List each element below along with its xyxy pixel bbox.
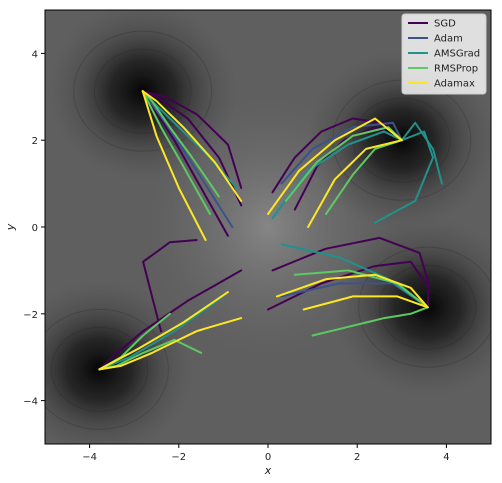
trajectory-line bbox=[271, 117, 403, 194]
contour-level-line bbox=[382, 123, 421, 157]
trajectory-line bbox=[141, 90, 234, 228]
legend-label: AMSGrad bbox=[434, 49, 480, 60]
contour-level-line bbox=[45, 308, 169, 430]
x-axis-ticks: −4 −2 0 2 4 bbox=[82, 444, 450, 463]
legend-label: SGD bbox=[434, 19, 456, 30]
contour-basin bbox=[332, 217, 491, 398]
trajectory-line bbox=[280, 121, 403, 185]
trajectory-line bbox=[267, 117, 403, 215]
trajectory-line bbox=[311, 306, 429, 337]
legend-label: Adamax bbox=[434, 79, 475, 90]
trajectory-line bbox=[400, 121, 443, 185]
x-tick-label: 2 bbox=[354, 452, 360, 463]
x-axis-label: x bbox=[264, 464, 272, 477]
series-adamax bbox=[98, 90, 429, 371]
trajectory-line bbox=[284, 126, 403, 202]
legend-box bbox=[401, 13, 487, 95]
y-axis-ticks: −4 −2 0 2 4 bbox=[23, 49, 45, 408]
trajectory-line bbox=[280, 282, 429, 309]
contour-layer bbox=[45, 10, 491, 444]
trajectory-line bbox=[141, 90, 207, 241]
trajectory-line bbox=[98, 291, 229, 371]
trajectory-line bbox=[98, 312, 171, 371]
contour-level-line bbox=[50, 326, 149, 412]
contour-level-line bbox=[123, 74, 162, 108]
contour-level-line bbox=[93, 48, 192, 134]
x-tick-label: 0 bbox=[265, 452, 271, 463]
trajectory-line bbox=[141, 90, 243, 202]
series-layer bbox=[98, 90, 443, 371]
contour-level-line bbox=[378, 264, 477, 350]
contour-level-line bbox=[73, 30, 213, 152]
trajectory-line bbox=[307, 139, 403, 228]
y-tick-label: 4 bbox=[32, 49, 38, 60]
y-axis-label: y bbox=[4, 223, 17, 231]
trajectory-line bbox=[98, 338, 203, 371]
x-tick-label: −4 bbox=[82, 452, 97, 463]
x-tick-label: −2 bbox=[171, 452, 186, 463]
x-tick-label: 4 bbox=[443, 452, 449, 463]
series-rmsprop bbox=[98, 90, 429, 371]
y-tick-label: 0 bbox=[32, 223, 38, 234]
trajectory-line bbox=[98, 295, 225, 371]
contour-level-line bbox=[109, 62, 176, 120]
trajectory-line bbox=[141, 90, 243, 189]
trajectory-line bbox=[141, 90, 211, 215]
y-tick-label: −2 bbox=[23, 310, 38, 321]
trajectory-line bbox=[271, 236, 430, 309]
trajectory-line bbox=[302, 295, 429, 311]
trajectory-line bbox=[293, 269, 429, 309]
trajectory-line bbox=[141, 90, 229, 237]
trajectory-line bbox=[142, 239, 198, 333]
legend-label: Adam bbox=[434, 34, 463, 45]
trajectory-line bbox=[374, 130, 434, 224]
contour-level-line bbox=[80, 352, 119, 386]
series-adam bbox=[141, 90, 429, 309]
trajectory-line bbox=[98, 269, 243, 371]
trajectory-line bbox=[141, 90, 220, 198]
contour-level-line bbox=[369, 111, 435, 169]
legend: SGD Adam AMSGrad RMSProp Adamax bbox=[401, 13, 487, 95]
legend-label: RMSProp bbox=[434, 64, 478, 75]
trajectory-line bbox=[280, 243, 429, 309]
trajectory-line bbox=[325, 139, 403, 215]
contour-level-line bbox=[353, 97, 451, 183]
y-tick-label: −4 bbox=[23, 397, 38, 408]
y-tick-label: 2 bbox=[32, 136, 38, 147]
contour-level-line bbox=[358, 246, 491, 368]
contour-level-line bbox=[66, 340, 133, 398]
trajectory-line bbox=[275, 273, 429, 309]
trajectory-line bbox=[98, 317, 243, 371]
